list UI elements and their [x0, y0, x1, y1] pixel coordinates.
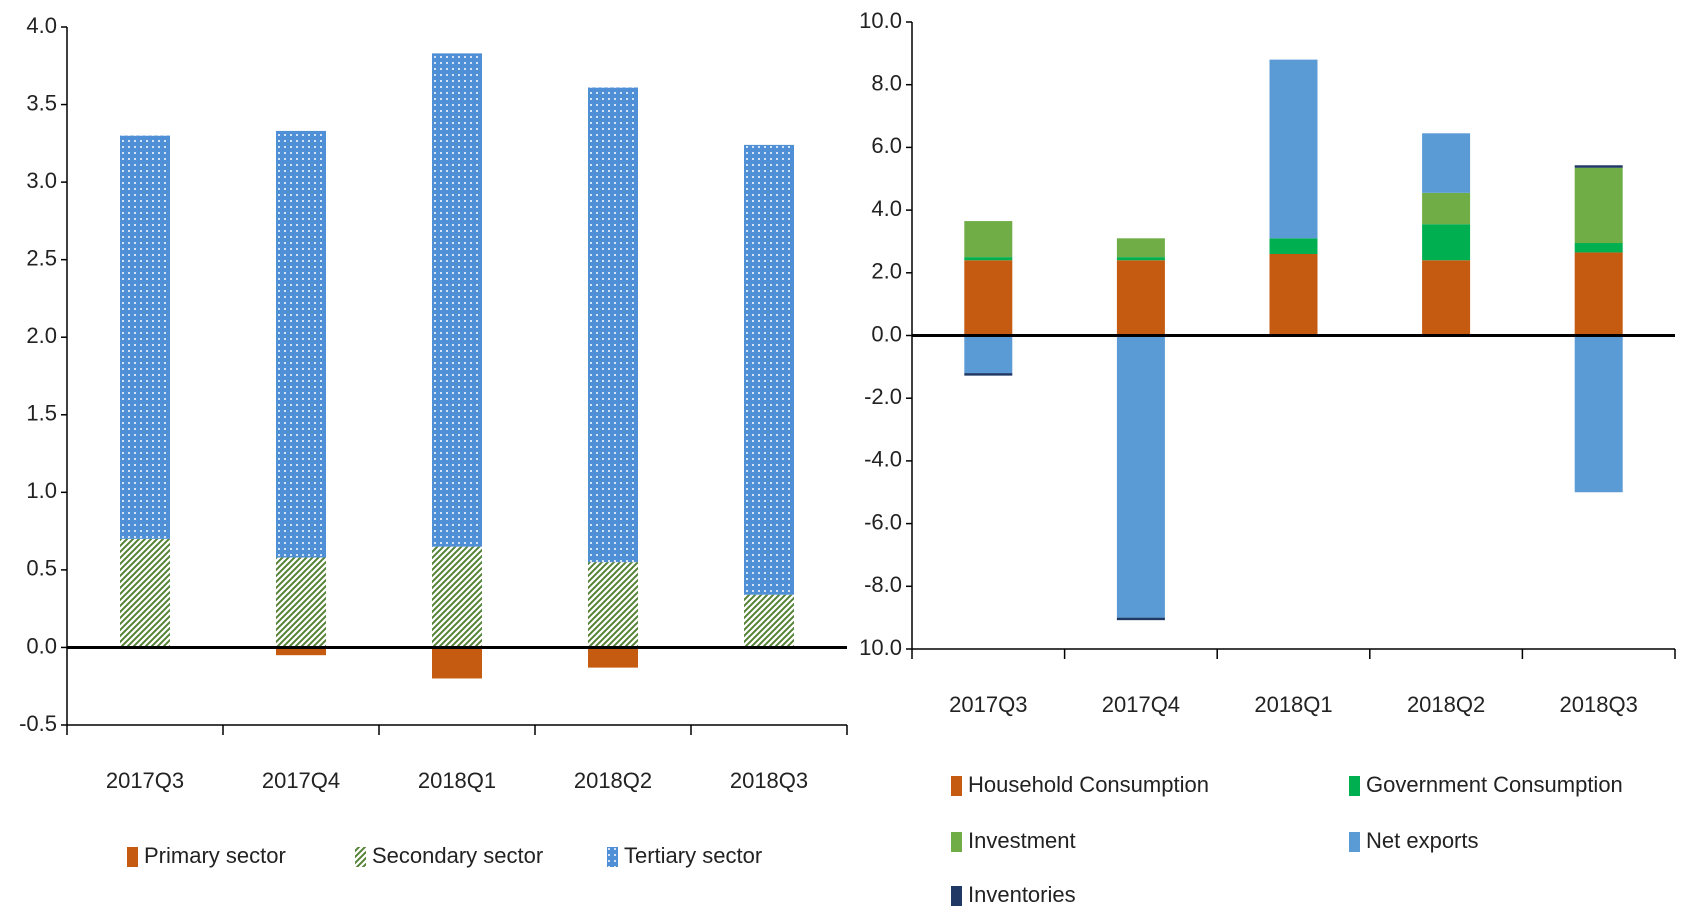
x-tick-label: 2018Q3 [1560, 692, 1638, 717]
y-tick-label: 1.0 [26, 478, 57, 503]
y-tick-label: 4.0 [871, 196, 902, 221]
bar [1269, 59, 1318, 239]
bar [120, 135, 170, 539]
bar [964, 221, 1013, 258]
legend-swatch [1349, 832, 1360, 852]
legend-swatch [951, 886, 962, 906]
legend-swatch [951, 776, 962, 796]
y-tick-label: 2.5 [26, 245, 57, 270]
legend-swatch [127, 847, 138, 867]
y-tick-label: 2.0 [26, 323, 57, 348]
x-tick-label: 2018Q1 [418, 768, 496, 793]
bar [964, 260, 1013, 336]
x-tick-label: 2017Q3 [106, 768, 184, 793]
bar [1574, 335, 1623, 493]
legend-label: Government Consumption [1366, 772, 1623, 797]
y-tick-label: 0.5 [26, 556, 57, 581]
bar [276, 647, 326, 656]
bar [1116, 617, 1165, 621]
bar [1422, 260, 1471, 336]
legend-label: Net exports [1366, 828, 1479, 853]
bar [1574, 167, 1623, 244]
bar [744, 144, 794, 595]
bar [588, 647, 638, 668]
bar [1574, 243, 1623, 253]
bar [1422, 224, 1471, 261]
bar [120, 538, 170, 648]
bar [964, 335, 1013, 374]
legend-swatch [951, 832, 962, 852]
legend-swatch [1349, 776, 1360, 796]
x-tick-label: 2018Q2 [1407, 692, 1485, 717]
bar [276, 557, 326, 648]
x-tick-label: 2017Q4 [1102, 692, 1180, 717]
y-tick-label: 10.0 [859, 8, 902, 33]
bar [1422, 133, 1471, 193]
bar [1574, 252, 1623, 336]
bar [1116, 238, 1165, 258]
bar [432, 647, 482, 679]
bar [964, 373, 1013, 376]
bar [1116, 260, 1165, 336]
legend-label: Primary sector [144, 843, 286, 868]
bar [964, 257, 1013, 261]
bar [588, 562, 638, 648]
y-tick-label: -6.0 [864, 509, 902, 534]
x-tick-label: 2018Q2 [574, 768, 652, 793]
y-tick-label: 4.0 [26, 13, 57, 38]
y-tick-label: 8.0 [871, 71, 902, 96]
y-tick-label: 3.0 [26, 168, 57, 193]
x-tick-label: 2017Q4 [262, 768, 340, 793]
y-tick-label: -2.0 [864, 384, 902, 409]
y-tick-label: 10.0 [859, 635, 902, 660]
bar [1422, 192, 1471, 225]
x-tick-label: 2018Q1 [1254, 692, 1332, 717]
y-tick-label: 3.5 [26, 90, 57, 115]
bar [432, 53, 482, 547]
y-tick-label: 0.0 [26, 633, 57, 658]
y-tick-label: -8.0 [864, 572, 902, 597]
x-tick-label: 2018Q3 [730, 768, 808, 793]
legend-label: Secondary sector [372, 843, 543, 868]
bar [744, 594, 794, 648]
legend-label: Investment [968, 828, 1076, 853]
bar [1269, 238, 1318, 254]
legend-label: Household Consumption [968, 772, 1209, 797]
y-tick-label: -4.0 [864, 447, 902, 472]
legend-label: Tertiary sector [624, 843, 762, 868]
x-tick-label: 2017Q3 [949, 692, 1027, 717]
legend-swatch [355, 847, 366, 867]
bar [1116, 335, 1165, 618]
bar [1269, 253, 1318, 336]
bar [588, 87, 638, 563]
bar [432, 546, 482, 648]
legend-label: Inventories [968, 882, 1076, 907]
y-tick-label: -0.5 [19, 711, 57, 736]
y-tick-label: 2.0 [871, 259, 902, 284]
bar [1574, 165, 1623, 168]
bar [276, 130, 326, 558]
y-tick-label: 1.5 [26, 401, 57, 426]
legend-swatch [607, 847, 618, 867]
y-tick-label: 0.0 [871, 321, 902, 346]
y-tick-label: 6.0 [871, 133, 902, 158]
bar [1116, 257, 1165, 261]
